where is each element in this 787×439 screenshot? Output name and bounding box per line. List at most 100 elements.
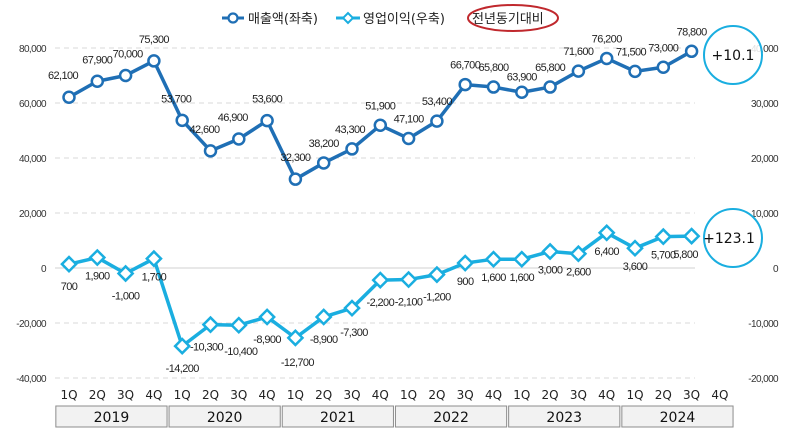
op-profit-point: [60, 255, 78, 273]
left-tick-label: 20,000: [19, 209, 47, 220]
sales-point: [486, 80, 501, 94]
quarter-tick-label: 2Q: [428, 388, 445, 402]
op-profit-data-label: 1,700: [142, 272, 167, 284]
op-profit-data-label: 3,000: [538, 265, 563, 277]
quarter-tick-label: 1Q: [174, 388, 191, 402]
op-profit-data-label: 2,600: [566, 267, 591, 279]
legend-circle-marker-icon: [227, 12, 239, 24]
sales-data-label: 53,700: [161, 93, 192, 105]
sales-point: [232, 132, 246, 146]
right-tick-label: 20,000: [751, 154, 779, 165]
op-profit-data-label: -10,300: [190, 342, 224, 354]
sales-data-label: 67,900: [82, 54, 113, 66]
sales-data-label: 75,300: [139, 34, 170, 46]
callouts: +10.1 +123.1: [703, 25, 763, 268]
sales-data-label: 53,400: [422, 96, 453, 108]
op-profit-data-label: 900: [457, 276, 474, 288]
quarter-tick-label: 1Q: [287, 388, 304, 402]
sales-data-label: 71,500: [616, 46, 647, 58]
quarter-tick-label: 4Q: [372, 388, 389, 402]
gridlines: [55, 47, 695, 379]
legend-label-op-profit: 영업이익(우축): [363, 12, 445, 27]
op-profit-point: [484, 250, 503, 269]
quarter-tick-label: 2Q: [315, 388, 332, 402]
sales-data-label: 65,800: [478, 62, 509, 74]
op-profit-data-label: -12,700: [281, 357, 315, 369]
right-tick-label: 10,000: [751, 209, 779, 220]
op-profit-data-label: -2,100: [395, 297, 423, 309]
sales-data-label: 78,800: [677, 26, 708, 38]
quarter-tick-label: 2Q: [655, 388, 672, 402]
year-label: 2020: [207, 410, 243, 426]
right-tick-label: 40,000: [751, 44, 779, 55]
sales-point: [515, 85, 529, 100]
year-label: 2024: [660, 410, 696, 426]
op-profit-point: [541, 242, 559, 261]
sales-data-label: 70,000: [113, 49, 144, 61]
legend-diamond-marker-icon: [341, 11, 355, 25]
op-profit-data-label: -2,200: [367, 297, 395, 309]
op-profit-point: [88, 248, 107, 267]
legend-label-yoy: 전년동기대비: [472, 12, 544, 27]
sales-data-label: 51,900: [365, 100, 396, 112]
op-profit-point: [456, 254, 475, 272]
year-box: [55, 405, 168, 428]
callout-op-profit-yoy: +123.1: [703, 231, 755, 247]
sales-point: [62, 90, 76, 104]
quarter-tick-label: 3Q: [230, 388, 247, 402]
op-profit-point: [399, 270, 418, 289]
sales-point: [543, 80, 557, 94]
op-profit-data-label: 3,600: [623, 261, 648, 273]
sales-data-label: 42,600: [189, 124, 220, 136]
quarter-tick-label: 1Q: [513, 388, 530, 402]
op-profit-point: [512, 250, 531, 269]
op-profit-data-label: 1,600: [510, 272, 535, 284]
op-profit-point: [314, 308, 333, 326]
sales-data-label: 62,100: [48, 70, 79, 82]
sales-data-label: 66,700: [450, 60, 481, 72]
op-profit-point: [682, 227, 701, 245]
year-box: [508, 405, 621, 428]
op-profit-data-label: -8,900: [253, 334, 281, 346]
year-box: [281, 405, 394, 428]
callout-sales-yoy: +10.1: [712, 48, 755, 64]
op-profit-data-label: 1,900: [85, 271, 110, 283]
sales-point: [260, 113, 274, 128]
year-label: 2023: [546, 410, 582, 426]
year-label: 2021: [320, 410, 356, 426]
quarter-tick-label: 4Q: [711, 388, 728, 402]
op-profit-point: [569, 244, 588, 263]
sales-data-label: 63,900: [507, 71, 538, 83]
sales-point: [458, 77, 472, 92]
sales-point: [316, 156, 331, 170]
sales-point: [599, 51, 614, 66]
sales-point: [118, 68, 133, 83]
right-tick-label: 0: [773, 264, 779, 275]
sales-point: [288, 172, 303, 186]
sales-point: [401, 131, 416, 146]
sales-point: [203, 144, 218, 158]
sales-data-label: 46,900: [218, 112, 249, 124]
year-label: 2022: [433, 410, 469, 426]
sales-point: [345, 142, 359, 156]
op-profit-point: [654, 227, 673, 246]
highlight-ellipse: [467, 4, 559, 32]
sales-data-label: 73,000: [648, 42, 679, 54]
left-tick-label: 80,000: [19, 44, 47, 55]
op-profit-data-label: -10,400: [224, 346, 258, 358]
quarter-tick-label: 3Q: [117, 388, 134, 402]
left-tick-label: 0: [41, 264, 47, 275]
op-profit-point: [286, 329, 305, 347]
quarter-tick-label: 4Q: [259, 388, 276, 402]
quarter-tick-label: 3Q: [457, 388, 474, 402]
legend-label-sales: 매출액(좌축): [248, 12, 318, 27]
op-profit-point: [201, 315, 220, 334]
op-profit-point: [428, 265, 446, 284]
sales-data-label: 71,600: [563, 46, 594, 58]
quarter-tick-label: 4Q: [598, 388, 615, 402]
op-profit-data-label: -1,200: [423, 292, 451, 304]
sales-data-label: 65,800: [535, 62, 566, 74]
quarter-tick-label: 2Q: [542, 388, 559, 402]
callout-circle-op-profit: [703, 208, 763, 268]
